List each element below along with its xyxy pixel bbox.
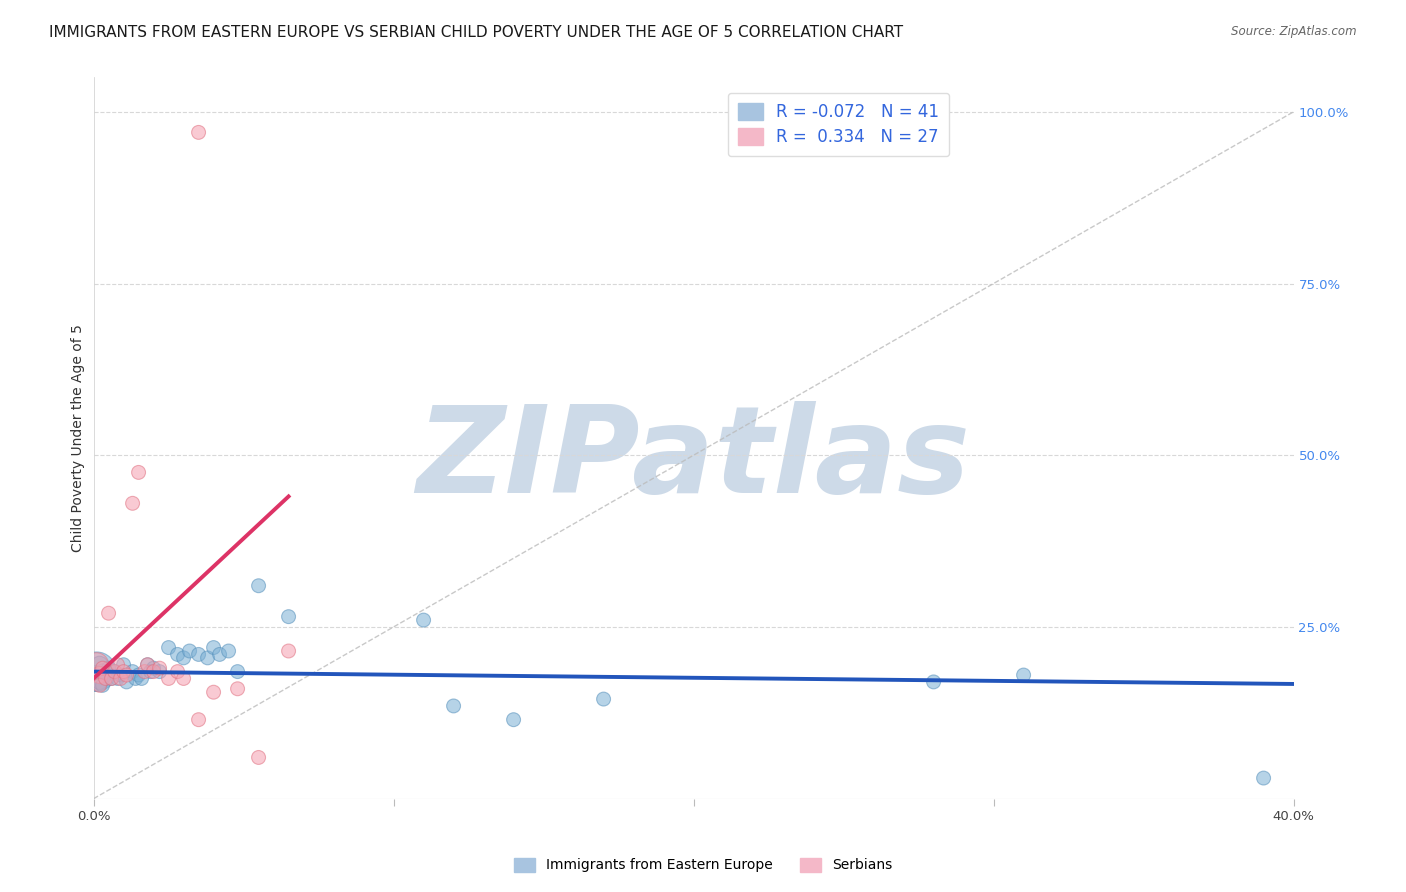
Legend: Immigrants from Eastern Europe, Serbians: Immigrants from Eastern Europe, Serbians [508,852,898,878]
Point [91,678,114,692]
Text: Source: ZipAtlas.com: Source: ZipAtlas.com [1232,25,1357,38]
Point [107,657,129,672]
Point [89,674,111,689]
Point [136,657,159,672]
Point [124,672,146,686]
Point [115,674,138,689]
Point [91,661,114,675]
Point [94,672,117,686]
Point [134,665,156,679]
Point [107,672,129,686]
Point [412,613,434,627]
Point [100,672,122,686]
Point [502,713,524,727]
Point [208,648,231,662]
Point [922,674,945,689]
Point [443,698,465,713]
Point [91,665,114,679]
Point [121,665,143,679]
Point [277,644,299,658]
Point [202,685,225,699]
Point [218,644,240,658]
Point [89,657,111,672]
Point [112,665,135,679]
Point [226,681,249,696]
Point [103,665,125,679]
Point [110,668,132,682]
Point [173,651,195,665]
Point [89,678,111,692]
Point [121,496,143,510]
Point [148,665,170,679]
Point [202,640,225,655]
Point [166,648,188,662]
Point [226,665,249,679]
Point [131,672,153,686]
Point [110,672,132,686]
Point [187,125,209,139]
Point [86,665,108,679]
Point [592,692,614,706]
Point [166,665,188,679]
Point [142,661,165,675]
Point [115,668,138,682]
Point [179,644,201,658]
Point [277,609,299,624]
Point [157,672,180,686]
Point [148,661,170,675]
Point [157,640,180,655]
Point [136,657,159,672]
Point [100,672,122,686]
Point [187,713,209,727]
Point [94,668,117,682]
Text: ZIPatlas: ZIPatlas [416,401,970,518]
Point [139,665,162,679]
Point [112,657,135,672]
Point [187,648,209,662]
Text: IMMIGRANTS FROM EASTERN EUROPE VS SERBIAN CHILD POVERTY UNDER THE AGE OF 5 CORRE: IMMIGRANTS FROM EASTERN EUROPE VS SERBIA… [49,25,903,40]
Point [97,606,120,620]
Point [103,665,125,679]
Point [97,661,120,675]
Point [1253,771,1275,785]
Point [128,668,150,682]
Point [86,657,108,672]
Point [197,651,219,665]
Point [142,665,165,679]
Y-axis label: Child Poverty Under the Age of 5: Child Poverty Under the Age of 5 [72,324,86,552]
Legend: R = -0.072   N = 41, R =  0.334   N = 27: R = -0.072 N = 41, R = 0.334 N = 27 [728,93,949,156]
Point [173,672,195,686]
Point [89,668,111,682]
Point [1012,668,1035,682]
Point [86,672,108,686]
Point [247,750,270,764]
Point [247,579,270,593]
Point [128,466,150,480]
